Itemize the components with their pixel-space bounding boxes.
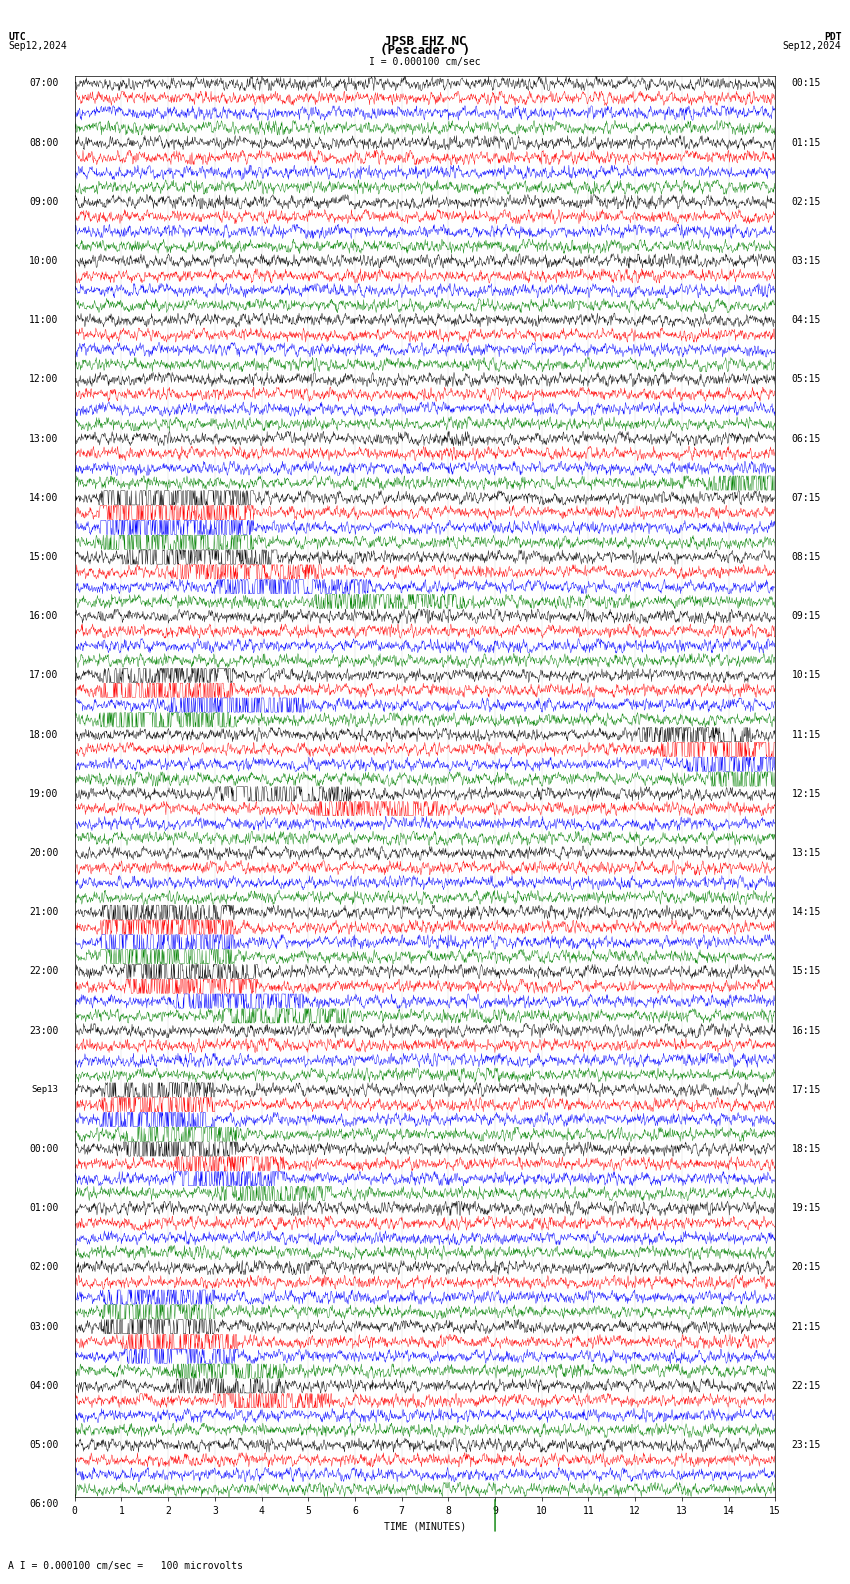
Text: 08:15: 08:15	[791, 553, 821, 562]
Text: 21:15: 21:15	[791, 1321, 821, 1332]
Text: 00:00: 00:00	[29, 1144, 59, 1155]
Text: 02:15: 02:15	[791, 196, 821, 208]
Text: PDT: PDT	[824, 32, 842, 41]
Text: 05:00: 05:00	[29, 1440, 59, 1449]
Text: JPSB EHZ NC: JPSB EHZ NC	[383, 35, 467, 48]
Text: Sep12,2024: Sep12,2024	[783, 41, 842, 51]
Text: 19:00: 19:00	[29, 789, 59, 798]
Text: 07:00: 07:00	[29, 79, 59, 89]
Text: 23:00: 23:00	[29, 1026, 59, 1036]
Text: 12:15: 12:15	[791, 789, 821, 798]
Text: Sep12,2024: Sep12,2024	[8, 41, 67, 51]
Text: A I = 0.000100 cm/sec =   100 microvolts: A I = 0.000100 cm/sec = 100 microvolts	[8, 1562, 243, 1571]
Text: 13:15: 13:15	[791, 847, 821, 859]
Text: UTC: UTC	[8, 32, 26, 41]
Text: 21:00: 21:00	[29, 908, 59, 917]
Text: 10:00: 10:00	[29, 257, 59, 266]
Text: 06:00: 06:00	[29, 1500, 59, 1510]
Text: 14:00: 14:00	[29, 493, 59, 502]
Text: 03:00: 03:00	[29, 1321, 59, 1332]
Text: 19:15: 19:15	[791, 1204, 821, 1213]
Text: I = 0.000100 cm/sec: I = 0.000100 cm/sec	[369, 57, 481, 67]
Text: (Pescadero ): (Pescadero )	[380, 44, 470, 57]
Text: 16:15: 16:15	[791, 1026, 821, 1036]
Text: 05:15: 05:15	[791, 374, 821, 385]
Text: 07:15: 07:15	[791, 493, 821, 502]
Text: 11:15: 11:15	[791, 730, 821, 740]
Text: 20:15: 20:15	[791, 1262, 821, 1272]
Text: 16:00: 16:00	[29, 611, 59, 621]
Text: 18:00: 18:00	[29, 730, 59, 740]
Text: 14:15: 14:15	[791, 908, 821, 917]
Text: 03:15: 03:15	[791, 257, 821, 266]
Text: 04:00: 04:00	[29, 1381, 59, 1391]
Text: 22:15: 22:15	[791, 1381, 821, 1391]
Text: 02:00: 02:00	[29, 1262, 59, 1272]
Text: 17:15: 17:15	[791, 1085, 821, 1095]
Text: 08:00: 08:00	[29, 138, 59, 147]
Text: Sep13: Sep13	[31, 1085, 59, 1095]
Text: 00:15: 00:15	[791, 79, 821, 89]
Text: 01:15: 01:15	[791, 138, 821, 147]
X-axis label: TIME (MINUTES): TIME (MINUTES)	[384, 1522, 466, 1532]
Text: 18:15: 18:15	[791, 1144, 821, 1155]
Text: 15:00: 15:00	[29, 553, 59, 562]
Text: 15:15: 15:15	[791, 966, 821, 976]
Text: 13:00: 13:00	[29, 434, 59, 444]
Text: 12:00: 12:00	[29, 374, 59, 385]
Text: 20:00: 20:00	[29, 847, 59, 859]
Text: 04:15: 04:15	[791, 315, 821, 325]
Text: 11:00: 11:00	[29, 315, 59, 325]
Text: 17:00: 17:00	[29, 670, 59, 681]
Text: 23:15: 23:15	[791, 1440, 821, 1449]
Text: 09:15: 09:15	[791, 611, 821, 621]
Text: 22:00: 22:00	[29, 966, 59, 976]
Text: 10:15: 10:15	[791, 670, 821, 681]
Text: 06:15: 06:15	[791, 434, 821, 444]
Text: 01:00: 01:00	[29, 1204, 59, 1213]
Text: 09:00: 09:00	[29, 196, 59, 208]
